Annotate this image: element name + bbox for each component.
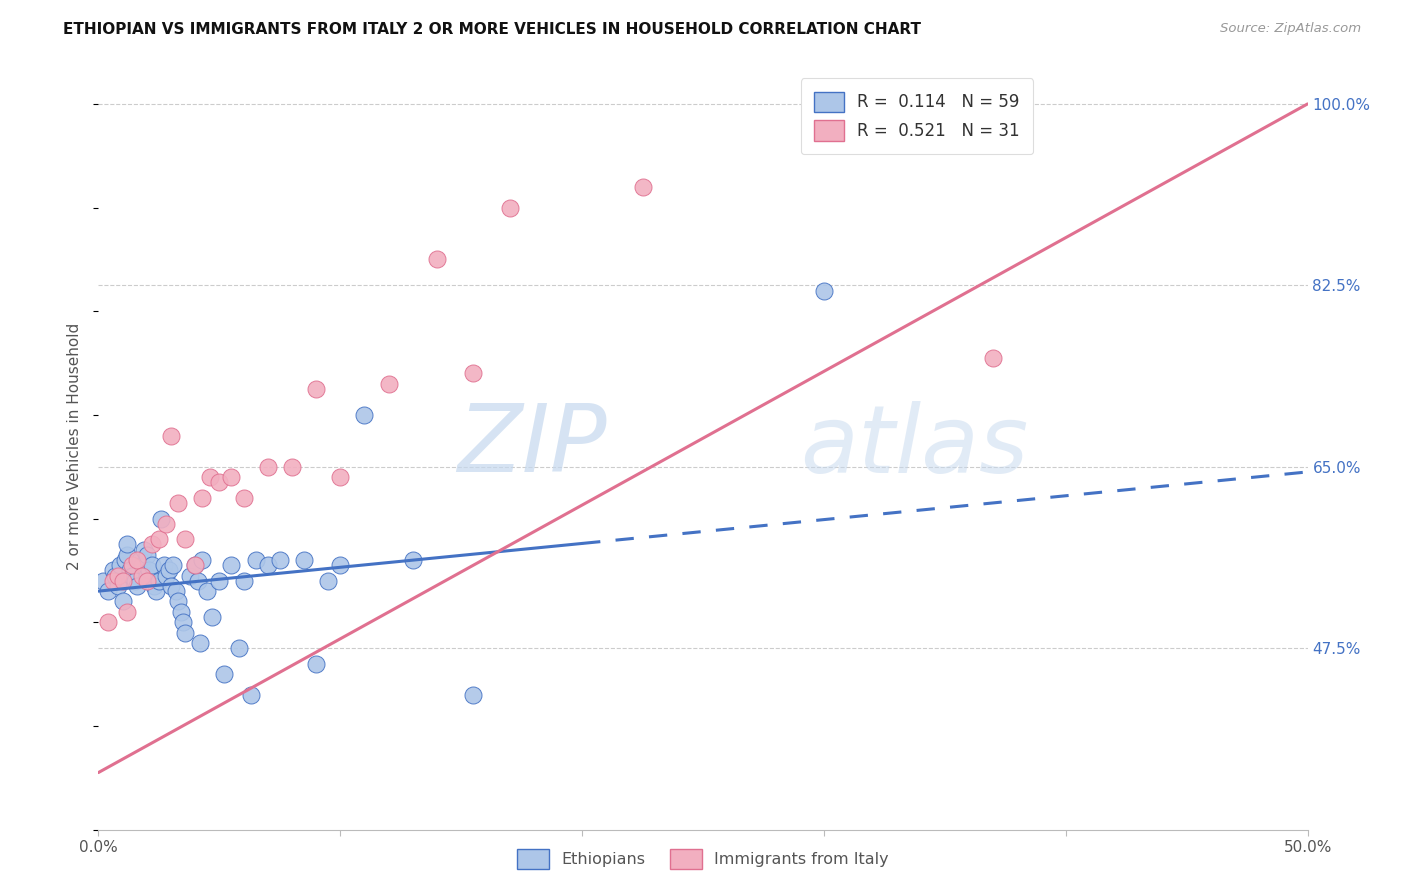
- Point: [305, 382, 328, 396]
- Point: [305, 657, 328, 671]
- Point: [101, 574, 124, 588]
- Text: ZIP: ZIP: [457, 401, 606, 491]
- Point: [127, 579, 149, 593]
- Point: [97, 615, 120, 630]
- Point: [184, 558, 207, 573]
- Point: [117, 537, 139, 551]
- Point: [127, 553, 149, 567]
- Point: [108, 558, 131, 573]
- Point: [148, 574, 170, 588]
- Point: [329, 470, 352, 484]
- Point: [426, 252, 449, 267]
- Point: [138, 563, 160, 577]
- Text: atlas: atlas: [800, 401, 1028, 491]
- Point: [191, 553, 214, 567]
- Point: [245, 553, 267, 567]
- Point: [134, 542, 156, 557]
- Point: [141, 537, 163, 551]
- Legend: R =  0.114   N = 59, R =  0.521   N = 31: R = 0.114 N = 59, R = 0.521 N = 31: [800, 78, 1033, 154]
- Point: [402, 553, 425, 567]
- Point: [117, 605, 139, 619]
- Point: [463, 367, 485, 381]
- Point: [135, 548, 157, 562]
- Point: [131, 568, 153, 582]
- Point: [124, 574, 146, 588]
- Point: [292, 553, 315, 567]
- Point: [167, 496, 190, 510]
- Point: [162, 558, 184, 573]
- Y-axis label: 2 or more Vehicles in Household: 2 or more Vehicles in Household: [67, 322, 83, 570]
- Point: [155, 568, 177, 582]
- Point: [256, 558, 278, 573]
- Point: [232, 574, 254, 588]
- Point: [118, 563, 141, 577]
- Point: [107, 568, 129, 582]
- Point: [179, 568, 201, 582]
- Point: [188, 636, 211, 650]
- Point: [141, 558, 163, 573]
- Point: [174, 625, 197, 640]
- Point: [981, 351, 1004, 365]
- Point: [135, 574, 157, 588]
- Point: [174, 533, 197, 547]
- Point: [269, 553, 291, 567]
- Legend: Ethiopians, Immigrants from Italy: Ethiopians, Immigrants from Italy: [510, 843, 896, 875]
- Point: [201, 610, 224, 624]
- Point: [195, 584, 218, 599]
- Point: [128, 553, 150, 567]
- Point: [221, 470, 243, 484]
- Point: [155, 516, 177, 531]
- Point: [353, 408, 375, 422]
- Point: [135, 568, 157, 582]
- Point: [221, 558, 243, 573]
- Point: [256, 459, 278, 474]
- Point: [111, 574, 134, 588]
- Point: [316, 574, 339, 588]
- Point: [377, 376, 399, 391]
- Point: [208, 574, 231, 588]
- Point: [150, 511, 173, 525]
- Point: [198, 470, 221, 484]
- Point: [111, 594, 134, 608]
- Point: [107, 579, 129, 593]
- Point: [813, 284, 835, 298]
- Point: [160, 428, 183, 442]
- Point: [121, 558, 143, 573]
- Point: [191, 491, 214, 505]
- Point: [631, 179, 654, 194]
- Point: [498, 201, 520, 215]
- Point: [329, 558, 352, 573]
- Point: [463, 688, 485, 702]
- Point: [160, 579, 183, 593]
- Point: [148, 533, 170, 547]
- Point: [172, 615, 194, 630]
- Point: [131, 558, 153, 573]
- Point: [145, 584, 167, 599]
- Point: [157, 563, 180, 577]
- Point: [97, 584, 120, 599]
- Point: [104, 568, 127, 582]
- Point: [101, 563, 124, 577]
- Point: [239, 688, 262, 702]
- Point: [165, 584, 187, 599]
- Text: ETHIOPIAN VS IMMIGRANTS FROM ITALY 2 OR MORE VEHICLES IN HOUSEHOLD CORRELATION C: ETHIOPIAN VS IMMIGRANTS FROM ITALY 2 OR …: [63, 22, 921, 37]
- Text: Source: ZipAtlas.com: Source: ZipAtlas.com: [1220, 22, 1361, 36]
- Point: [117, 548, 139, 562]
- Point: [228, 641, 250, 656]
- Point: [114, 553, 136, 567]
- Point: [121, 568, 143, 582]
- Point: [232, 491, 254, 505]
- Point: [281, 459, 304, 474]
- Point: [184, 558, 207, 573]
- Point: [169, 605, 191, 619]
- Point: [91, 574, 114, 588]
- Point: [143, 579, 166, 593]
- Point: [212, 667, 235, 681]
- Point: [187, 574, 209, 588]
- Point: [208, 475, 231, 490]
- Point: [167, 594, 190, 608]
- Point: [152, 558, 174, 573]
